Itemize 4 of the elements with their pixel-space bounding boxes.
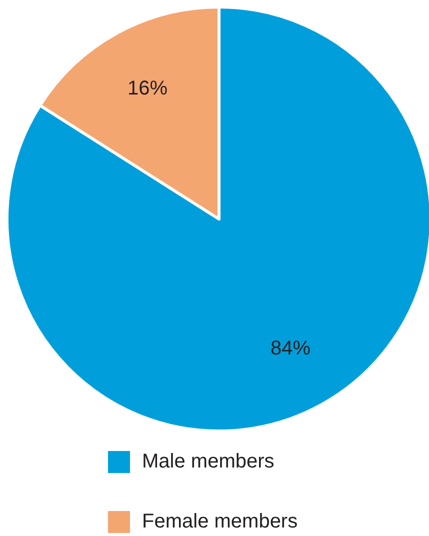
legend-label: Female members: [142, 510, 298, 532]
data-label: 84%: [270, 337, 311, 360]
data-label: 16%: [127, 77, 168, 100]
slice-label: Male members: [142, 450, 274, 472]
